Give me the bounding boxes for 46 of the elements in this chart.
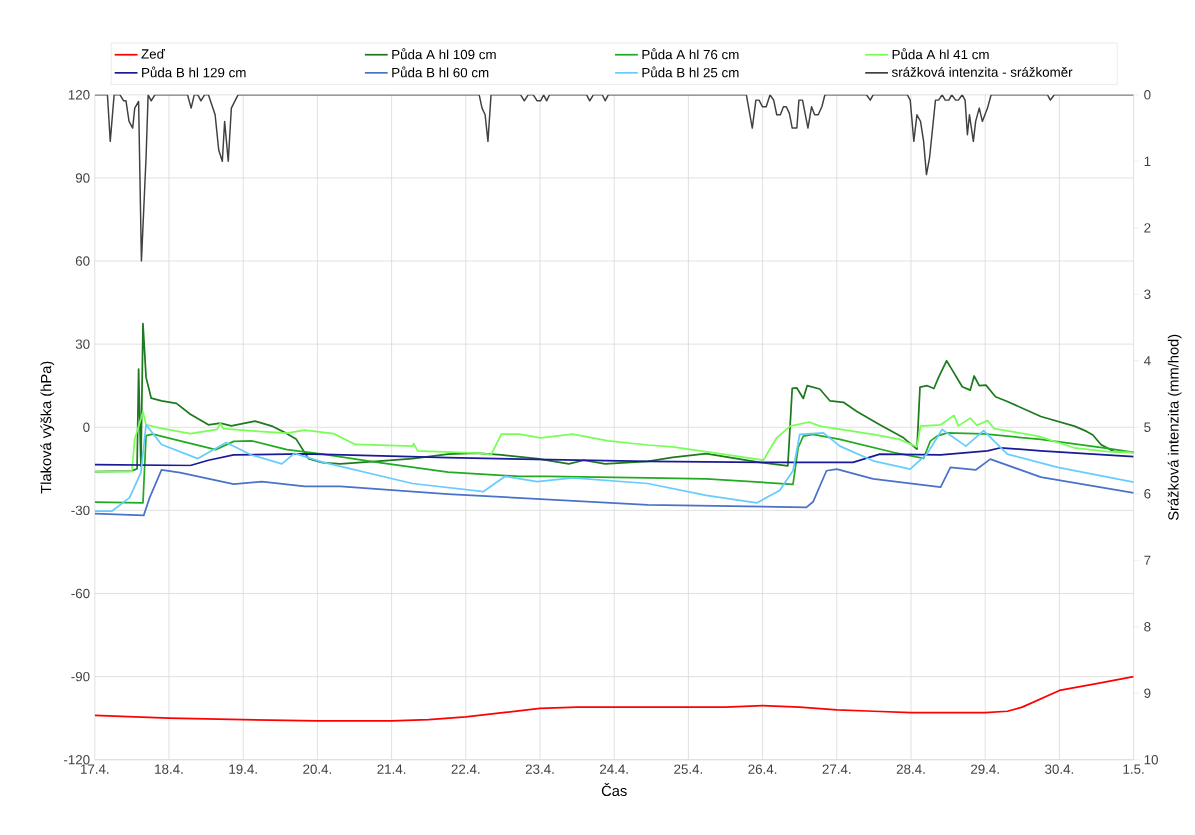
legend-label: Půda A hl 109 cm xyxy=(392,48,496,60)
legend-label: Zeď xyxy=(141,49,165,59)
y-tick-label: 0 xyxy=(83,422,90,433)
x-tick-label: 29.4. xyxy=(971,764,999,775)
legend-label: Půda A hl 76 cm xyxy=(642,48,739,60)
x-tick-label: 30.4. xyxy=(1045,764,1074,775)
y-tick-label: -120 xyxy=(63,755,90,765)
y2-tick-label: 8 xyxy=(1144,622,1151,632)
y2-tick-label: 4 xyxy=(1143,356,1151,366)
y2-tick-label: 0 xyxy=(1144,90,1151,100)
y-tick-label: 30 xyxy=(75,339,90,350)
y-tick-label: 120 xyxy=(68,90,90,100)
y-tick-label: -30 xyxy=(71,505,90,516)
x-tick-label: 27.4. xyxy=(822,764,851,775)
x-tick-label: 23.4. xyxy=(525,764,554,775)
y2-axis-title: Srážková intenzita (mm/hod) xyxy=(1167,335,1182,521)
legend-label: Půda B hl 25 cm xyxy=(642,66,739,78)
x-tick-label: 17.4. xyxy=(80,764,109,774)
y2-tick-label: 1 xyxy=(1144,156,1151,167)
x-tick-label: 28.4. xyxy=(896,764,925,775)
x-tick-label: 25.4. xyxy=(674,764,703,775)
x-tick-label: 21.4. xyxy=(377,764,406,775)
x-tick-label: 18.4. xyxy=(155,764,183,775)
y2-tick-label: 5 xyxy=(1144,422,1151,433)
y-tick-label: -60 xyxy=(71,589,90,599)
x-tick-label: 24.4. xyxy=(600,764,628,775)
legend-label: Půda A hl 41 cm xyxy=(892,48,989,60)
x-tick-label: 1.5. xyxy=(1123,764,1144,775)
y-tick-label: 60 xyxy=(75,256,90,266)
legend-label: srážková intenzita - srážkoměr xyxy=(891,67,1073,78)
legend-label: Půda B hl 60 cm xyxy=(392,66,489,78)
legend-label: Půda B hl 129 cm xyxy=(142,66,246,78)
x-tick-label: 22.4. xyxy=(451,764,480,775)
x-tick-label: 20.4. xyxy=(303,764,332,775)
y-tick-label: -90 xyxy=(71,672,90,682)
y2-tick-label: 10 xyxy=(1144,755,1158,765)
y2-tick-label: 3 xyxy=(1144,289,1151,300)
y2-tick-label: 9 xyxy=(1144,688,1151,699)
x-axis-title: Čas xyxy=(601,783,627,797)
y2-tick-label: 7 xyxy=(1144,555,1151,566)
y2-tick-label: 6 xyxy=(1144,489,1151,499)
x-tick-label: 19.4. xyxy=(229,764,257,775)
x-tick-label: 26.4. xyxy=(748,764,777,775)
y-tick-label: 90 xyxy=(75,173,90,183)
y2-tick-label: 2 xyxy=(1144,223,1151,233)
y-axis-title: Tlaková výška (hPa) xyxy=(40,361,55,494)
